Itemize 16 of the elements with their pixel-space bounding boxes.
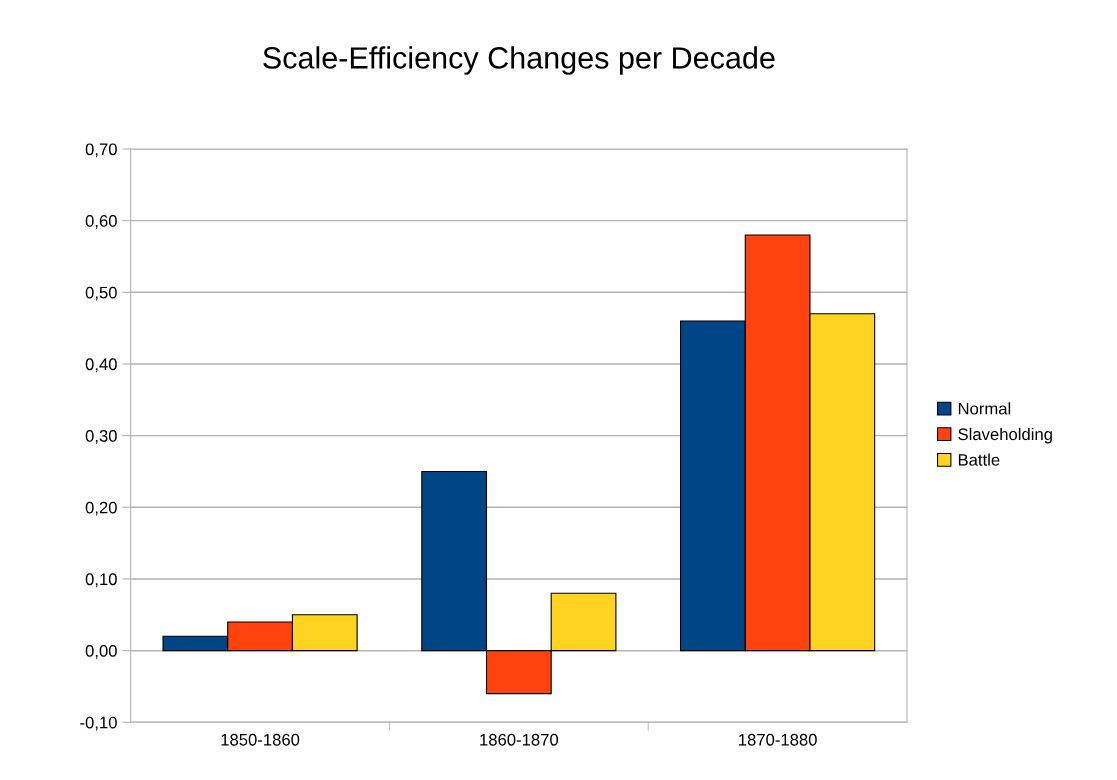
y-tick-label: 0,10 bbox=[85, 573, 117, 588]
y-tick-label: 0,40 bbox=[85, 358, 117, 373]
y-tick-label: 0,20 bbox=[85, 501, 117, 516]
x-tick-label: 1860-1870 bbox=[480, 733, 559, 746]
legend-label: Slaveholding bbox=[958, 427, 1052, 444]
y-tick-label: 0,60 bbox=[85, 215, 117, 229]
legend-label: Normal bbox=[958, 402, 1011, 415]
y-tick-label: 0,50 bbox=[85, 286, 117, 301]
x-tick-label: 1850-1860 bbox=[221, 733, 300, 746]
legend-label: Battle bbox=[958, 453, 1000, 466]
chart-title: Scale-Efficiency Changes per Decade bbox=[263, 46, 775, 75]
y-tick-label: 0,70 bbox=[85, 143, 117, 158]
y-tick-label: 0,00 bbox=[85, 645, 117, 659]
x-tick-label: 1870-1880 bbox=[739, 733, 817, 746]
y-tick-label: 0,30 bbox=[85, 430, 117, 444]
y-tick-label: -0,10 bbox=[80, 716, 117, 731]
